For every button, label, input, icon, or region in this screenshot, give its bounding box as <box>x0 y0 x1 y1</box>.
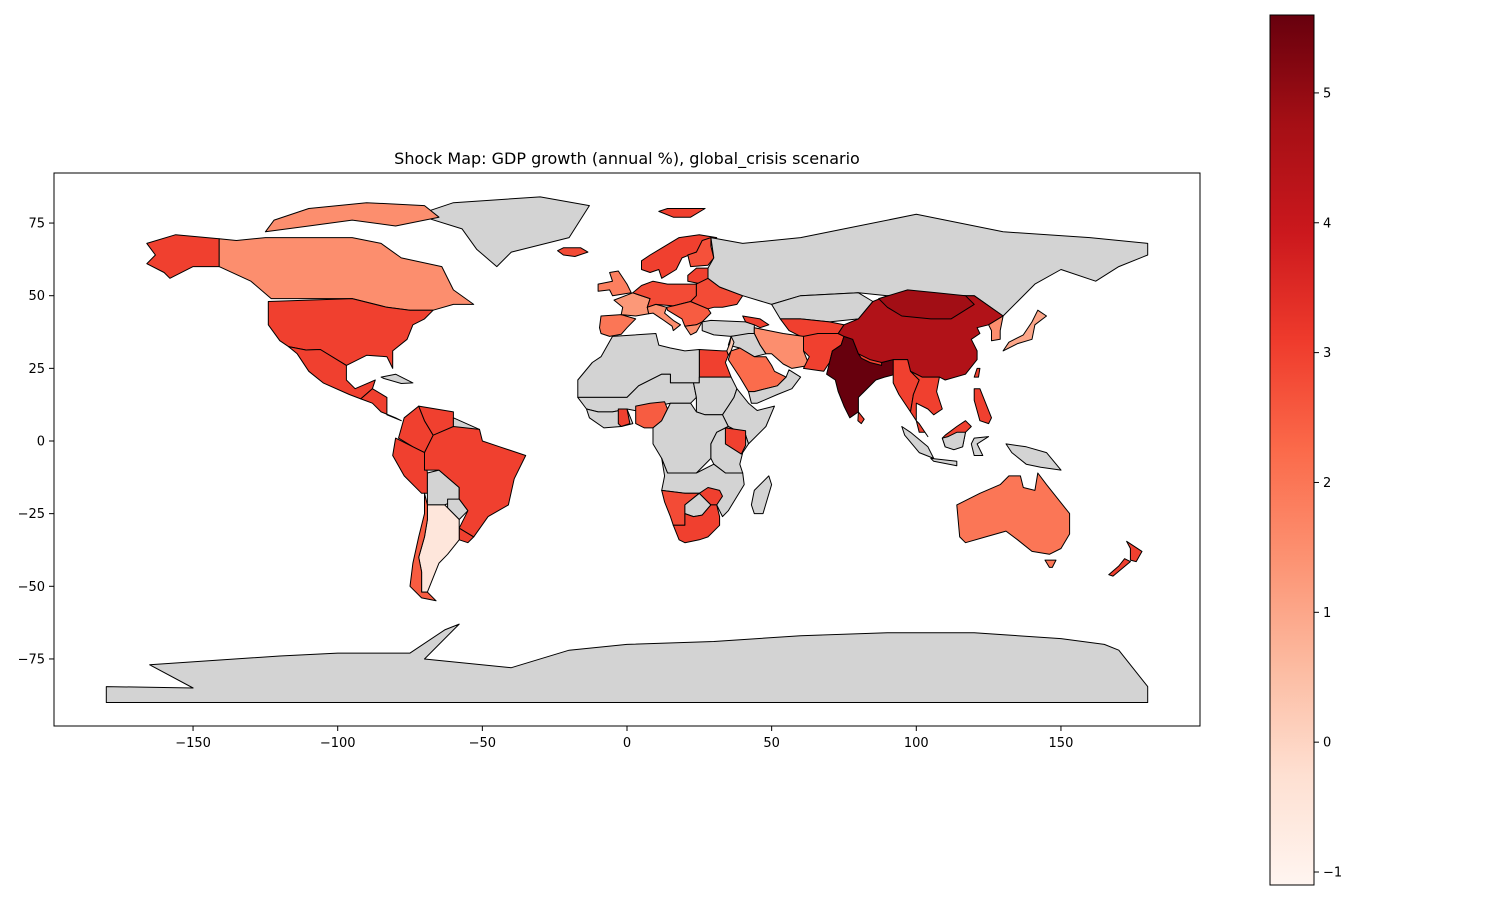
region-korea <box>988 315 1004 342</box>
region-caucasus <box>742 315 770 329</box>
y-tick-label: 75 <box>28 217 45 232</box>
region-uk-ireland <box>597 270 632 297</box>
x-axis: −150 −100 −50 0 50 100 150 <box>175 726 1073 751</box>
region-ghana <box>617 408 631 427</box>
x-tick-label: 150 <box>1049 736 1074 751</box>
region-canada <box>218 237 475 311</box>
colorbar-tick-label: 3 <box>1323 346 1331 361</box>
x-tick-label: 0 <box>623 736 631 751</box>
y-tick-label: −25 <box>18 507 45 522</box>
region-antarctica <box>105 623 1149 703</box>
region-alaska <box>146 234 220 279</box>
colorbar-axis: −1 0 1 2 3 4 5 <box>1314 86 1342 881</box>
region-canada-arctic <box>264 202 440 233</box>
region-java <box>930 457 958 467</box>
region-central-america <box>360 388 402 422</box>
region-cuba <box>380 373 414 384</box>
y-tick-label: −50 <box>18 580 45 595</box>
x-tick-label: −50 <box>469 736 496 751</box>
region-sri-lanka <box>857 411 865 425</box>
x-tick-label: −100 <box>320 736 356 751</box>
region-malay-peninsula <box>915 420 929 438</box>
y-tick-label: 0 <box>37 435 45 450</box>
chart-title: Shock Map: GDP growth (annual %), global… <box>394 149 860 169</box>
y-tick-label: −75 <box>18 652 45 667</box>
region-japan <box>1002 309 1047 352</box>
region-tasmania <box>1044 559 1057 568</box>
region-new-zealand <box>1126 540 1143 563</box>
region-zimbabwe <box>698 487 723 506</box>
x-tick-label: 50 <box>763 736 780 751</box>
region-kalimantan <box>941 431 966 451</box>
region-australia <box>956 472 1071 555</box>
colorbar-tick-label: 4 <box>1323 216 1331 231</box>
country-layer <box>105 196 1149 703</box>
region-thailand-indochina <box>910 370 943 422</box>
region-south-africa <box>672 504 721 544</box>
region-iceland <box>557 247 589 257</box>
region-kenya <box>724 427 747 455</box>
region-iberia <box>599 314 637 337</box>
colorbar-tick-label: 2 <box>1323 476 1331 491</box>
region-sulawesi <box>970 436 990 456</box>
colorbar-tick-label: 1 <box>1323 606 1331 621</box>
x-tick-label: −150 <box>175 736 211 751</box>
colorbar-tick-label: 5 <box>1323 86 1331 101</box>
colorbar-tick-label: 0 <box>1323 736 1331 751</box>
region-taiwan <box>973 367 981 378</box>
region-svalbard <box>658 208 706 218</box>
region-greenland <box>418 196 590 268</box>
region-philippines <box>973 388 992 425</box>
y-tick-label: 25 <box>28 362 45 377</box>
region-chile <box>409 492 437 602</box>
region-mexico <box>288 346 376 400</box>
region-yemen-oman <box>748 369 802 404</box>
region-new-guinea <box>1005 443 1062 471</box>
colorbar <box>1269 14 1315 886</box>
region-madagascar <box>750 475 773 515</box>
region-italy <box>646 303 681 332</box>
x-tick-label: 100 <box>904 736 929 751</box>
colorbar-tick-label: −1 <box>1323 866 1342 881</box>
y-tick-label: 50 <box>28 289 45 304</box>
region-greece <box>684 321 703 336</box>
region-new-zealand-south <box>1108 558 1131 577</box>
y-axis: 75 50 25 0 −25 −50 −75 <box>18 217 54 667</box>
region-mongolia <box>878 289 975 320</box>
